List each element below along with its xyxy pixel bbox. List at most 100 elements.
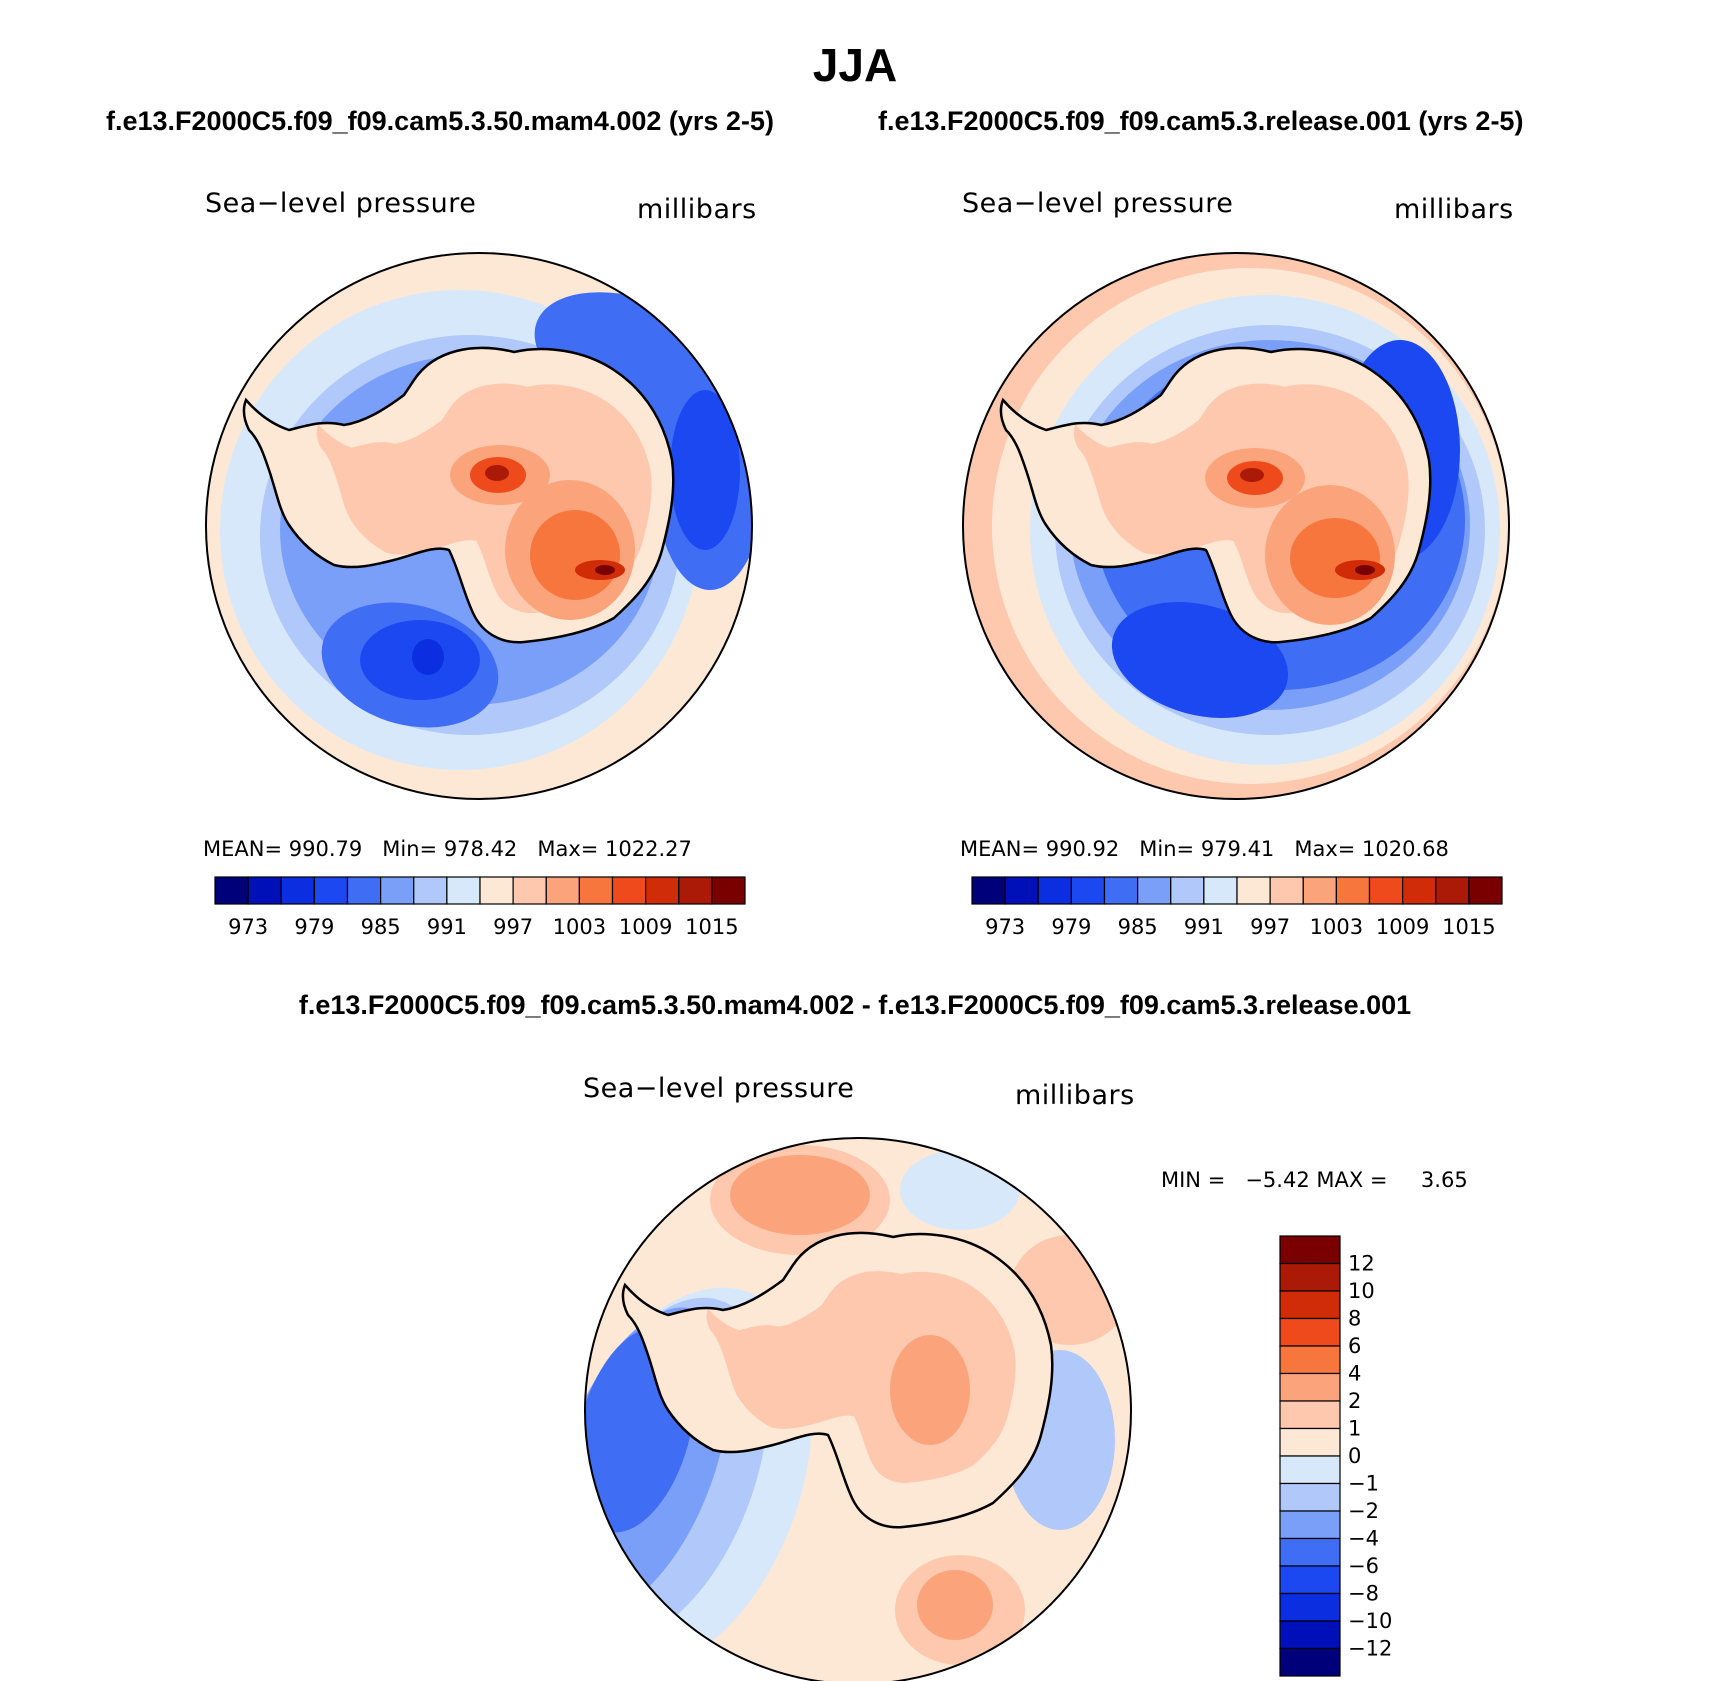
panel2-min-value: 979.41 (1200, 837, 1275, 861)
panel1-colorbar-tick-label: 1015 (685, 915, 738, 939)
panel1-colorbar-swatch (313, 876, 349, 905)
panel1-case-title: f.e13.F2000C5.f09_f09.cam5.3.50.mam4.002… (106, 106, 774, 136)
panel1-variable-label: Sea−level pressure (205, 188, 477, 219)
panel2-colorbar-swatch (1335, 876, 1371, 905)
panel2-colorbar-tick-label: 973 (985, 915, 1025, 939)
panel2-colorbar-swatch (1203, 876, 1238, 905)
panel1-colorbar-tick-label: 973 (228, 915, 268, 939)
panel1-map (206, 253, 752, 799)
difference-title: f.e13.F2000C5.f09_f09.cam5.3.50.mam4.002… (298, 990, 1412, 1020)
difference-colorbar-tick-label: −1 (1348, 1472, 1379, 1496)
panel1-colorbar-swatch (611, 876, 647, 905)
panel1-colorbar-swatch (645, 876, 680, 905)
difference-colorbar-tick-label: 8 (1348, 1307, 1361, 1331)
panel1-colorbar-swatch (678, 876, 713, 905)
difference-colorbar-tick-label: 2 (1348, 1389, 1361, 1413)
panel2-colorbar-swatch (1070, 876, 1106, 905)
difference-colorbar-tick-label: −8 (1348, 1582, 1379, 1606)
difference-colorbar-swatch (1279, 1482, 1341, 1512)
panel2-colorbar-tick-label: 1015 (1442, 915, 1495, 939)
panel1-colorbar-tick-label: 979 (294, 915, 334, 939)
difference-colorbar-swatch (1279, 1620, 1341, 1650)
season-title: JJA (812, 39, 898, 91)
difference-units-label: millibars (1015, 1080, 1135, 1111)
difference-colorbar-swatch (1279, 1235, 1341, 1265)
difference-colorbar-tick-label: −12 (1348, 1637, 1392, 1661)
panel1-colorbar-swatch (479, 876, 514, 905)
difference-colorbar-swatch (1279, 1290, 1341, 1320)
difference-colorbar-tick-label: 4 (1348, 1362, 1361, 1386)
difference-colorbar-swatch (1279, 1565, 1341, 1595)
panel2-colorbar-swatch (1103, 876, 1139, 905)
panel1-colorbar-swatch (512, 876, 547, 905)
panel1-colorbar-tick-label: 1009 (619, 915, 672, 939)
difference-variable-label: Sea−level pressure (583, 1073, 855, 1104)
panel2-colorbar-swatch (1435, 876, 1470, 905)
panel2-colorbar-tick-label: 1009 (1376, 915, 1429, 939)
difference-colorbar-tick-label: −2 (1348, 1499, 1379, 1523)
panel2-units-label: millibars (1394, 194, 1514, 225)
panel1-colorbar-swatch (413, 876, 448, 905)
panel1-colorbar: 973 979 985 991 997 1003 1009 1015 (214, 876, 746, 939)
difference-colorbar-tick-label: 6 (1348, 1334, 1361, 1358)
difference-colorbar-swatch (1279, 1400, 1341, 1430)
difference-colorbar-tick-label: −10 (1348, 1609, 1392, 1633)
difference-colorbar-swatch (1279, 1372, 1341, 1402)
panel1-colorbar-tick-label: 1003 (553, 915, 606, 939)
panel1-map-border (205, 252, 753, 800)
panel1-colorbar-swatch (214, 876, 249, 905)
panel1-min-value: 978.42 (443, 837, 518, 861)
difference-colorbar-swatch (1279, 1537, 1341, 1567)
panel2-max-value: 1020.68 (1362, 837, 1449, 861)
difference-map-border (584, 1137, 1132, 1681)
panel2-variable-label: Sea−level pressure (962, 188, 1234, 219)
panel2-min-label: Min= (1139, 837, 1195, 861)
panel2-stats: MEAN= 990.92 Min= 979.41 Max= 1020.68 (960, 837, 1449, 861)
panel1-colorbar-swatch (280, 876, 315, 905)
difference-max-value: 3.65 (1420, 1168, 1468, 1192)
difference-min-label: MIN = (1161, 1168, 1226, 1192)
difference-colorbar-swatch (1279, 1345, 1341, 1375)
difference-colorbar-tick-label: 12 (1348, 1252, 1375, 1276)
panel1-colorbar-tick-label: 997 (493, 915, 533, 939)
panel2-mean-value: 990.92 (1045, 837, 1120, 861)
difference-colorbar-tick-label: −6 (1348, 1554, 1379, 1578)
panel2-colorbar-tick-label: 985 (1118, 915, 1158, 939)
panel1-min-label: Min= (382, 837, 438, 861)
panel1-colorbar-swatch (578, 876, 614, 905)
panel2-colorbar-swatch (1269, 876, 1304, 905)
panel1-colorbar-tick-label: 985 (361, 915, 401, 939)
difference-map (585, 1138, 1131, 1681)
panel1-mean-label: MEAN= (203, 837, 283, 861)
panel2-colorbar-tick-label: 979 (1051, 915, 1091, 939)
panel2-colorbar: 973 979 985 991 997 1003 1009 1015 (971, 876, 1503, 939)
panel2-colorbar-swatch (1037, 876, 1072, 905)
panel1-mean-value: 990.79 (288, 837, 363, 861)
panel2-colorbar-tick-label: 1003 (1310, 915, 1363, 939)
panel2-colorbar-swatch (1004, 876, 1039, 905)
difference-colorbar-swatch (1279, 1592, 1341, 1622)
difference-min-value: −5.42 (1245, 1168, 1310, 1192)
panel2-colorbar-swatch (1402, 876, 1437, 905)
panel1-colorbar-swatch (380, 876, 415, 905)
difference-colorbar-swatch (1279, 1455, 1341, 1485)
panel1-stats: MEAN= 990.79 Min= 978.42 Max= 1022.27 (203, 837, 692, 861)
difference-colorbar-tick-label: −4 (1348, 1527, 1379, 1551)
difference-colorbar-swatch (1279, 1647, 1341, 1677)
panel2-map (963, 253, 1509, 799)
panel1-colorbar-swatch (545, 876, 580, 905)
panel1-colorbar-swatch (346, 876, 382, 905)
difference-colorbar-swatch (1279, 1262, 1341, 1292)
panel2-max-label: Max= (1294, 837, 1356, 861)
panel2-colorbar-swatch (971, 876, 1006, 905)
difference-colorbar-tick-label: 10 (1348, 1279, 1375, 1303)
panel2-colorbar-swatch (1137, 876, 1172, 905)
panel2-map-border (962, 252, 1510, 800)
difference-stats: MIN = −5.42 MAX = 3.65 (1161, 1168, 1468, 1192)
panel2-colorbar-swatch (1368, 876, 1404, 905)
panel1-colorbar-swatch (247, 876, 282, 905)
panel2-colorbar-swatch (1170, 876, 1205, 905)
panel1-colorbar-swatch (446, 876, 481, 905)
